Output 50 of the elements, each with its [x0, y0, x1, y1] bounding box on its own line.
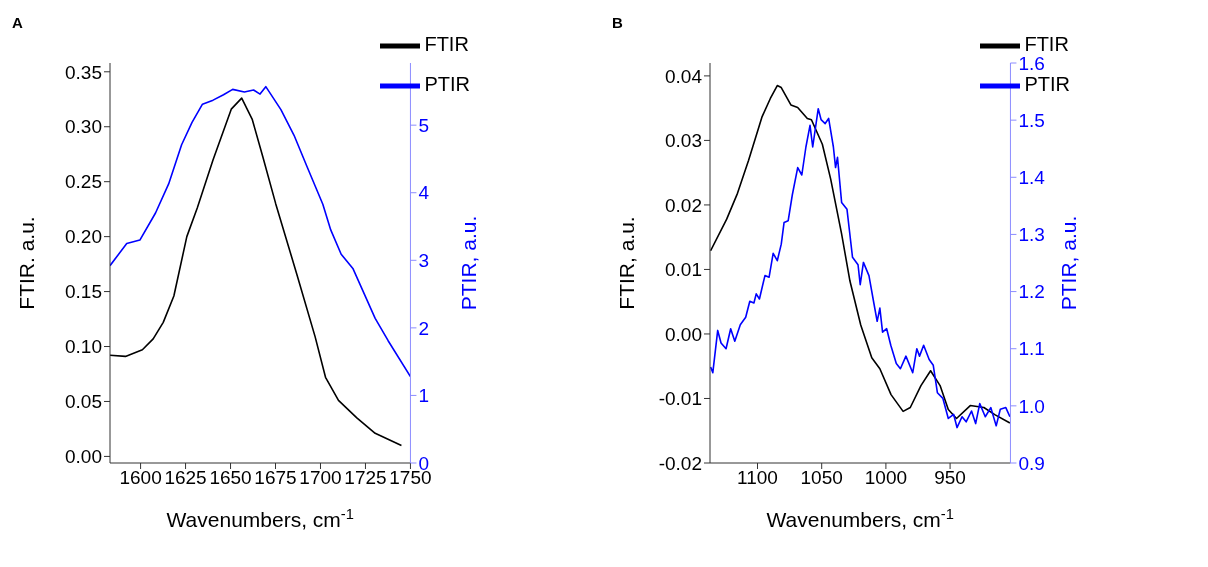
- line-series: [110, 97, 403, 447]
- y2-tick-label: 3: [418, 250, 430, 272]
- y-tick-label: 0.05: [65, 391, 102, 413]
- x-tick-label: 1675: [254, 467, 297, 489]
- x-tick-label: 1650: [209, 467, 252, 489]
- x-tick-label: 1050: [800, 467, 843, 489]
- x-tick-label: 1100: [737, 467, 778, 489]
- y-tick-label: 0.04: [665, 65, 703, 87]
- x-tick-label: 1700: [299, 467, 342, 489]
- y2-tick-label: 1.5: [1018, 109, 1045, 131]
- y2-axis-title: PTIR, a.u.: [1057, 215, 1081, 311]
- y2-axis-title: PTIR, a.u.: [457, 215, 481, 311]
- y-tick-label: 0.01: [665, 259, 702, 281]
- x-tick-label: 950: [934, 467, 966, 489]
- y-tick-label: 0.35: [65, 61, 102, 83]
- legend-label: PTIR: [1024, 73, 1070, 96]
- y2-tick-label: 1.3: [1018, 224, 1045, 246]
- y-axis-title: FTIR, a.u.: [615, 216, 638, 310]
- line-series: [110, 85, 411, 378]
- chart-title: B: [612, 14, 623, 31]
- legend-label: FTIR: [424, 33, 469, 56]
- y2-tick-label: 0.9: [1018, 452, 1045, 474]
- x-axis-title: Wavenumbers, cm$^{-1}$: [166, 506, 354, 531]
- y-tick-label: -0.02: [658, 452, 702, 474]
- y-tick-label: 0.00: [65, 446, 102, 468]
- y2-tick-label: 2: [418, 317, 430, 339]
- x-tick-label: 1000: [864, 467, 908, 489]
- y2-tick-label: 1.1: [1018, 338, 1045, 360]
- y-tick-label: 0.00: [665, 323, 702, 345]
- x-tick-label: 1725: [344, 467, 387, 489]
- y-tick-label: 0.25: [65, 171, 102, 193]
- y2-tick-label: 1.2: [1018, 281, 1045, 303]
- y-tick-label: 0.20: [65, 226, 102, 248]
- y-tick-label: 0.03: [665, 130, 702, 152]
- y2-tick-label: 4: [418, 182, 430, 204]
- y-tick-label: 0.02: [665, 194, 702, 216]
- x-axis-title: Wavenumbers, cm$^{-1}$: [766, 506, 954, 531]
- y2-tick-label: 1.0: [1018, 395, 1045, 417]
- y-tick-label: 0.10: [65, 336, 102, 358]
- x-tick-label: 1625: [164, 467, 207, 489]
- chart-title: A: [12, 14, 23, 31]
- y2-tick-label: 5: [418, 114, 430, 136]
- x-tick-label: 1600: [119, 467, 162, 489]
- y2-tick-label: 1: [418, 385, 430, 407]
- y-axis-title: FTIR. a.u.: [15, 216, 38, 310]
- y-tick-label: -0.01: [658, 388, 702, 410]
- y-tick-label: 0.15: [65, 281, 102, 303]
- y2-tick-label: 1.4: [1018, 167, 1046, 189]
- legend-label: PTIR: [424, 73, 470, 96]
- y-tick-label: 0.30: [65, 116, 102, 138]
